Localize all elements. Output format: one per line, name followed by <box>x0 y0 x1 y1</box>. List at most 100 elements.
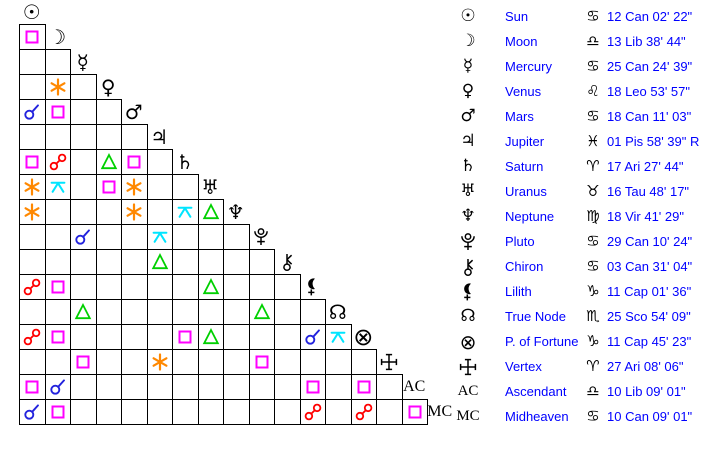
opposition-icon <box>22 327 42 347</box>
planet-name: Neptune <box>505 208 555 224</box>
sign-cancer-icon: ♋ <box>586 56 600 75</box>
legend-row-jupiter: ♃ Jupiter ♓ 01 Pis 58' 39" R <box>455 129 705 154</box>
sign-libra-icon: ♎ <box>586 382 600 401</box>
mercury-icon: ☿ <box>76 49 89 74</box>
sign-capricorn-icon: ♑ <box>586 332 600 351</box>
aspect-cell-vertex-lilith <box>299 349 326 375</box>
aspect-cell-midheaven-pluto <box>248 399 275 425</box>
aspect-cell-fortune-truenode <box>325 324 352 350</box>
planet-position: 12 Can 02' 22" <box>607 8 693 24</box>
aspect-cell-saturn-venus <box>95 149 122 175</box>
quincunx-icon <box>175 202 195 222</box>
aspect-cell-saturn-moon <box>44 149 71 175</box>
uranus-icon: ♅ <box>460 180 476 201</box>
aspect-cell-lilith-neptune <box>223 274 250 300</box>
aspect-cell-truenode-lilith <box>299 299 326 325</box>
aspect-cell-ascendant-chiron <box>274 374 301 400</box>
square-icon <box>48 102 68 122</box>
opposition-icon <box>303 402 323 422</box>
aspect-cell-ascendant-neptune <box>223 374 250 400</box>
legend-row-truenode: ☊ True Node ♏ 25 Sco 54' 09" <box>455 304 705 329</box>
trine-icon <box>150 252 170 272</box>
sign-cancer-icon: ♋ <box>586 106 600 125</box>
sign-scorpio-icon: ♏ <box>586 307 600 326</box>
planet-position: 25 Can 24' 39" <box>607 58 693 74</box>
aspect-cell-ascendant-moon <box>44 374 71 400</box>
square-icon <box>22 377 42 397</box>
legend-row-mercury: ☿ Mercury ♋ 25 Can 24' 39" <box>455 54 705 79</box>
moon-icon: ☽ <box>460 30 476 51</box>
aspect-cell-midheaven-fortune <box>350 399 377 425</box>
positions-table: ☉ Sun ♋ 12 Can 02' 22" ☽ Moon ♎ 13 Lib 38' 44" ☿… <box>455 0 705 450</box>
aspect-cell-pluto-saturn <box>172 224 199 250</box>
planet-position: 17 Ari 27' 44" <box>607 158 684 174</box>
ascendant-icon: AC <box>457 383 479 400</box>
lilith-icon <box>455 279 481 304</box>
aspect-cell-neptune-jupiter <box>146 199 173 225</box>
aspect-cell-fortune-neptune <box>223 324 250 350</box>
uranus-icon: ♅ <box>201 174 220 199</box>
trine-icon <box>73 302 93 322</box>
aspect-cell-midheaven-saturn <box>172 399 199 425</box>
planet-position: 01 Pis 58' 39" R <box>607 133 700 149</box>
aspect-cell-fortune-lilith <box>299 324 326 350</box>
aspect-cell-mercury-sun <box>19 49 46 75</box>
chiron-icon <box>274 249 300 274</box>
square-icon <box>48 402 68 422</box>
aspect-grid: ☉ ☽ ☿ ♀ ♂ ♃ ♄ ♅ ♆ ☊ ⊗ AC MC <box>19 2 453 425</box>
square-icon <box>22 152 42 172</box>
square-icon <box>73 352 93 372</box>
aspect-cell-saturn-jupiter <box>146 149 173 175</box>
aspect-cell-vertex-sun <box>19 349 46 375</box>
planet-position: 25 Sco 54' 09" <box>607 309 691 325</box>
aspect-cell-vertex-jupiter <box>146 349 173 375</box>
neptune-icon: ♆ <box>460 205 476 226</box>
aspect-cell-lilith-uranus <box>197 274 224 300</box>
planet-position: 11 Cap 01' 36" <box>607 284 692 300</box>
aspect-cell-fortune-saturn <box>172 324 199 350</box>
aspect-cell-truenode-venus <box>95 299 122 325</box>
opposition-icon <box>22 277 42 297</box>
square-icon <box>99 177 119 197</box>
aspect-cell-midheaven-truenode <box>325 399 352 425</box>
aspect-cell-ascendant-lilith <box>299 374 326 400</box>
aspect-cell-neptune-moon <box>44 199 71 225</box>
aspect-cell-moon-sun <box>19 24 46 50</box>
aspect-cell-venus-moon <box>44 74 71 100</box>
aspect-cell-vertex-pluto <box>248 349 275 375</box>
aspect-cell-chiron-moon <box>44 249 71 275</box>
midheaven-icon: MC <box>456 408 480 425</box>
sign-aries-icon: ♈ <box>586 357 600 376</box>
aspect-cell-truenode-moon <box>44 299 71 325</box>
planet-name: Lilith <box>505 284 532 300</box>
midheaven-icon: MC <box>427 402 453 420</box>
aspect-cell-pluto-jupiter <box>146 224 173 250</box>
conjunction-icon <box>22 102 42 122</box>
legend-row-midheaven: MC Midheaven ♋ 10 Can 09' 01" <box>455 404 705 429</box>
aspect-cell-uranus-mars <box>121 174 148 200</box>
planet-position: 18 Leo 53' 57" <box>607 83 691 99</box>
aspect-cell-chiron-uranus <box>197 249 224 275</box>
sun-icon: ☉ <box>460 5 476 26</box>
quincunx-icon <box>150 227 170 247</box>
sextile-icon <box>22 177 42 197</box>
truenode-icon: ☊ <box>328 299 347 324</box>
aspect-cell-jupiter-sun <box>19 124 46 150</box>
planet-name: Chiron <box>505 259 544 275</box>
mercury-icon: ☿ <box>462 55 474 76</box>
ascendant-icon: AC <box>403 377 426 395</box>
trine-icon <box>99 152 119 172</box>
saturn-icon: ♄ <box>175 149 194 174</box>
aspect-cell-uranus-mercury <box>70 174 97 200</box>
aspect-cell-ascendant-truenode <box>325 374 352 400</box>
legend-row-mars: ♂ Mars ♋ 18 Can 11' 03" <box>455 104 705 129</box>
aspect-cell-lilith-pluto <box>248 274 275 300</box>
planet-name: P. of Fortune <box>505 334 579 350</box>
aspect-cell-uranus-saturn <box>172 174 199 200</box>
aspect-cell-lilith-mars <box>121 274 148 300</box>
planet-position: 13 Lib 38' 44" <box>607 33 686 49</box>
jupiter-icon: ♃ <box>460 130 476 151</box>
opposition-icon <box>354 402 374 422</box>
sign-libra-icon: ♎ <box>586 31 600 50</box>
aspect-cell-midheaven-vertex <box>376 399 403 425</box>
